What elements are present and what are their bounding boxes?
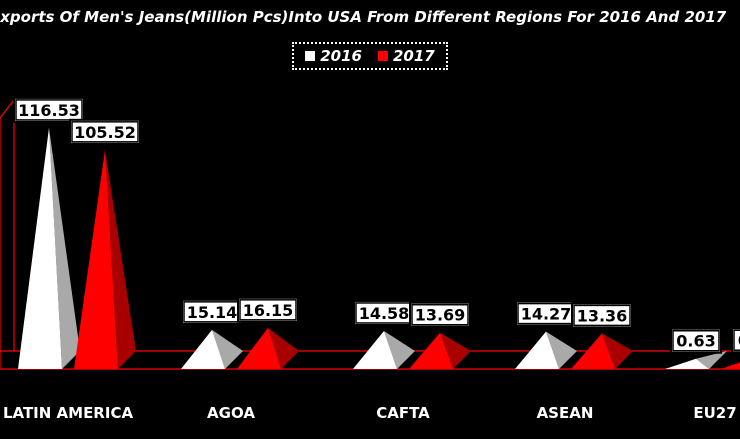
chart-wall-top-edge — [0, 99, 15, 119]
pyramid-front-0-1 — [181, 329, 225, 369]
data-label-1-1: 16.15 — [243, 301, 294, 320]
pyramid-side-0-2 — [384, 330, 415, 369]
pyramid-side-0-4 — [696, 351, 727, 369]
data-label-0-3: 14.27 — [521, 305, 572, 324]
data-label-box-0-4 — [670, 327, 722, 354]
pyramid-front-1-1 — [237, 327, 281, 369]
legend-swatch-1 — [378, 51, 388, 61]
data-label-border-1-4 — [733, 329, 740, 351]
data-label-0-1: 15.14 — [187, 303, 238, 322]
pyramid-front-0-4 — [665, 358, 709, 369]
data-label-0-2: 14.58 — [359, 304, 410, 323]
data-label-0-4: 0.63 — [676, 332, 715, 351]
x-tick-label-3: ASEAN — [537, 404, 594, 422]
data-label-border-1-1 — [239, 299, 297, 321]
pyramid-front-1-0 — [74, 149, 118, 369]
legend-label-0: 2016 — [320, 47, 362, 65]
pyramid-side-0-0 — [49, 127, 80, 369]
pyramid-front-0-3 — [515, 331, 559, 369]
chart-legend: 2016 2017 — [292, 42, 448, 70]
pyramid-side-1-0 — [105, 149, 136, 369]
data-label-box-1-0 — [69, 118, 141, 145]
data-label-0-0: 116.53 — [18, 101, 80, 120]
data-label-1-3: 13.36 — [577, 306, 628, 325]
legend-label-1: 2017 — [393, 47, 435, 65]
x-tick-label-2: CAFTA — [376, 404, 430, 422]
legend-item-0: 2016 — [305, 47, 362, 65]
data-label-box-0-0 — [13, 96, 85, 123]
data-label-box-1-3 — [571, 302, 633, 329]
pyramid-front-1-3 — [571, 333, 615, 369]
x-tick-label-0: LATIN AMERICA — [3, 404, 134, 422]
data-label-1-2: 13.69 — [415, 306, 466, 325]
pyramid-side-0-3 — [546, 331, 577, 369]
pyramid-side-0-1 — [212, 329, 243, 369]
data-label-box-1-2 — [409, 301, 471, 328]
pyramid-front-0-2 — [353, 330, 397, 369]
data-label-1-4: 0.9 — [738, 331, 740, 350]
pyramid-side-1-3 — [602, 333, 633, 369]
data-label-box-1-1 — [237, 296, 299, 323]
data-label-border-1-0 — [71, 121, 139, 143]
data-label-1-0: 105.52 — [74, 123, 136, 142]
data-label-border-1-3 — [573, 304, 631, 327]
pyramid-side-1-2 — [440, 332, 471, 369]
chart-title: Exports Of Men's Jeans(Million Pcs)Into … — [0, 8, 727, 26]
data-label-border-0-0 — [15, 99, 83, 121]
pyramid-side-1-1 — [268, 327, 299, 369]
x-tick-label-4: EU27 — [693, 404, 736, 422]
x-tick-label-1: AGOA — [207, 404, 255, 422]
data-label-box-1-4 — [731, 327, 740, 354]
pyramid-front-1-2 — [409, 332, 453, 369]
legend-swatch-0 — [305, 51, 316, 61]
data-label-border-0-4 — [672, 329, 720, 352]
pyramid-front-1-4 — [721, 362, 740, 369]
legend-item-1: 2017 — [378, 47, 435, 65]
data-label-border-1-2 — [411, 303, 469, 326]
pyramid-front-0-0 — [18, 127, 62, 369]
